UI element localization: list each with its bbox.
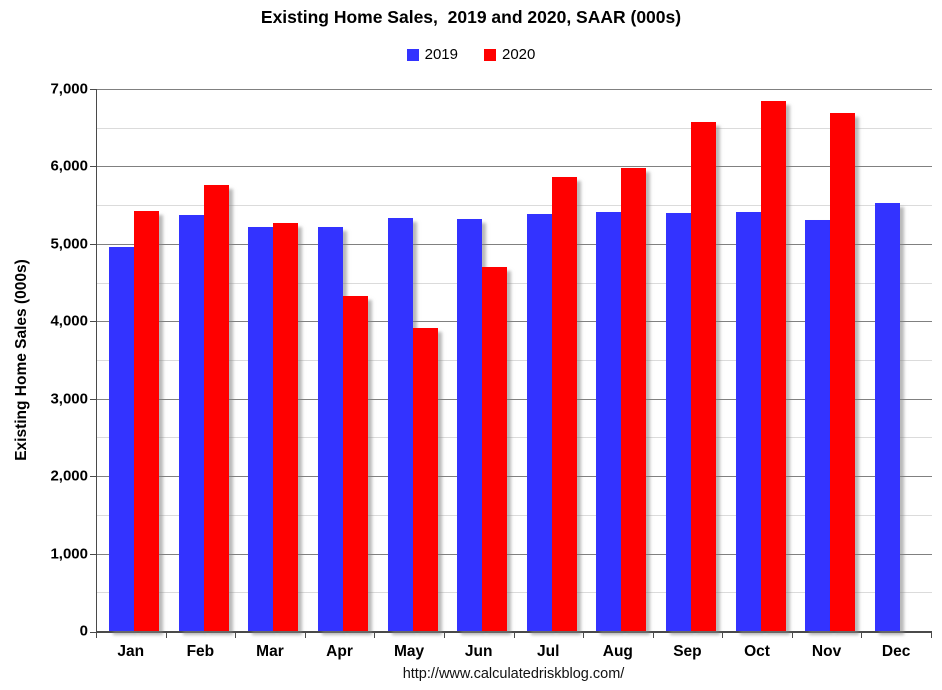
x-tick-mark-8 [652,631,654,638]
x-tick-mark-11 [861,631,863,638]
legend-swatch-2019 [406,48,419,61]
bar-2019-jan [109,246,135,631]
x-label-feb: Feb [186,643,215,660]
minor-gridline-5500 [97,205,932,207]
bar-2019-jul [526,214,552,631]
x-tick-mark-3 [304,631,306,638]
major-gridline-2000 [97,476,932,478]
y-tick-label-7000: 7,000 [50,80,88,98]
minor-gridline-3500 [97,360,932,361]
x-tick-mark-4 [374,631,376,638]
x-label-oct: Oct [744,643,770,660]
minor-gridline-4500 [97,282,932,284]
x-tick-mark-12 [931,631,932,638]
x-label-apr: Apr [326,643,353,660]
x-tick-mark-2 [235,631,237,638]
major-gridline-7000 [97,89,932,90]
x-label-mar: Mar [256,643,284,660]
y-tick-label-0: 0 [79,622,88,640]
x-label-jul: Jul [537,643,560,660]
x-label-sep: Sep [673,643,702,660]
bar-2020-mar [273,222,299,631]
x-tick-mark-0 [96,631,97,638]
bar-2020-jun [482,267,508,631]
bar-2020-oct [760,100,786,631]
bar-2019-feb [178,215,204,631]
bar-2019-oct [735,212,761,631]
y-tick-label-1000: 1,000 [50,545,88,563]
x-tick-mark-7 [583,631,585,638]
x-tick-mark-5 [443,631,445,638]
x-tick-mark-10 [791,631,793,638]
y-axis-labels: 0 1,000 2,000 3,000 4,000 5,000 6,000 7,000 [0,82,88,639]
bar-2020-aug [621,167,647,631]
y-tick-label-6000: 6,000 [50,157,88,175]
y-tick-mark-0 [90,632,97,633]
x-tick-mark-6 [513,631,515,638]
x-tick-mark-9 [722,631,724,638]
major-gridline-5000 [97,243,932,245]
legend-item-2020: 2020 [484,46,535,63]
x-label-nov: Nov [811,643,842,660]
y-tick-label-4000: 4,000 [50,312,88,330]
footer-url: http://www.calculatedriskblog.com/ [402,666,625,682]
minor-gridline-1500 [97,514,932,516]
minor-gridline-6500 [97,127,932,129]
plot-area [90,89,932,633]
bar-2019-mar [248,226,274,631]
y-tick-mark-4000 [90,321,97,323]
bar-2019-dec [874,202,900,631]
y-tick-mark-1000 [90,553,97,555]
bar-2020-nov [830,113,856,631]
y-tick-label-5000: 5,000 [50,235,88,253]
legend-label-2020: 2020 [502,46,536,63]
x-label-jan: Jan [117,643,145,660]
x-label-aug: Aug [602,643,633,660]
bar-2019-nov [805,219,831,631]
y-tick-label-3000: 3,000 [50,390,88,408]
bar-2019-jun [457,219,483,631]
x-axis-ticks [96,631,932,639]
x-label-may: May [394,643,425,660]
major-gridline-3000 [97,398,932,400]
y-tick-mark-3000 [90,398,97,400]
bar-2020-feb [203,185,229,631]
x-axis-labels: Jan Feb Mar Apr May Jun Jul Aug Sep Oct Nov Dec [96,643,931,661]
legend-label-2019: 2019 [424,46,458,63]
minor-gridline-2500 [97,437,932,439]
chart-title: Existing Home Sales, 2019 and 2020, SAAR… [260,7,682,27]
bar-2020-apr [343,295,369,631]
x-label-dec: Dec [881,643,911,660]
major-gridline-4000 [97,321,932,323]
bar-2019-sep [665,212,691,631]
x-label-jun: Jun [464,643,493,660]
bar-2019-may [387,218,413,631]
major-gridline-1000 [97,553,932,555]
bar-2020-jan [134,211,160,631]
y-tick-label-2000: 2,000 [50,467,88,485]
legend-swatch-2020 [484,48,496,61]
bar-2019-aug [596,212,622,631]
bar-2020-may [412,328,438,631]
bar-2019-apr [318,226,344,631]
x-tick-mark-1 [165,631,167,638]
legend: 2019 2020 [0,46,942,63]
legend-item-2019: 2019 [406,46,458,63]
minor-gridline-500 [97,592,932,594]
y-tick-mark-6000 [90,166,97,168]
bar-2020-jul [551,177,577,631]
y-tick-mark-7000 [90,89,97,90]
y-tick-mark-2000 [90,476,97,478]
bar-2020-sep [690,122,716,631]
y-tick-mark-5000 [90,243,97,245]
major-gridline-6000 [97,166,932,168]
